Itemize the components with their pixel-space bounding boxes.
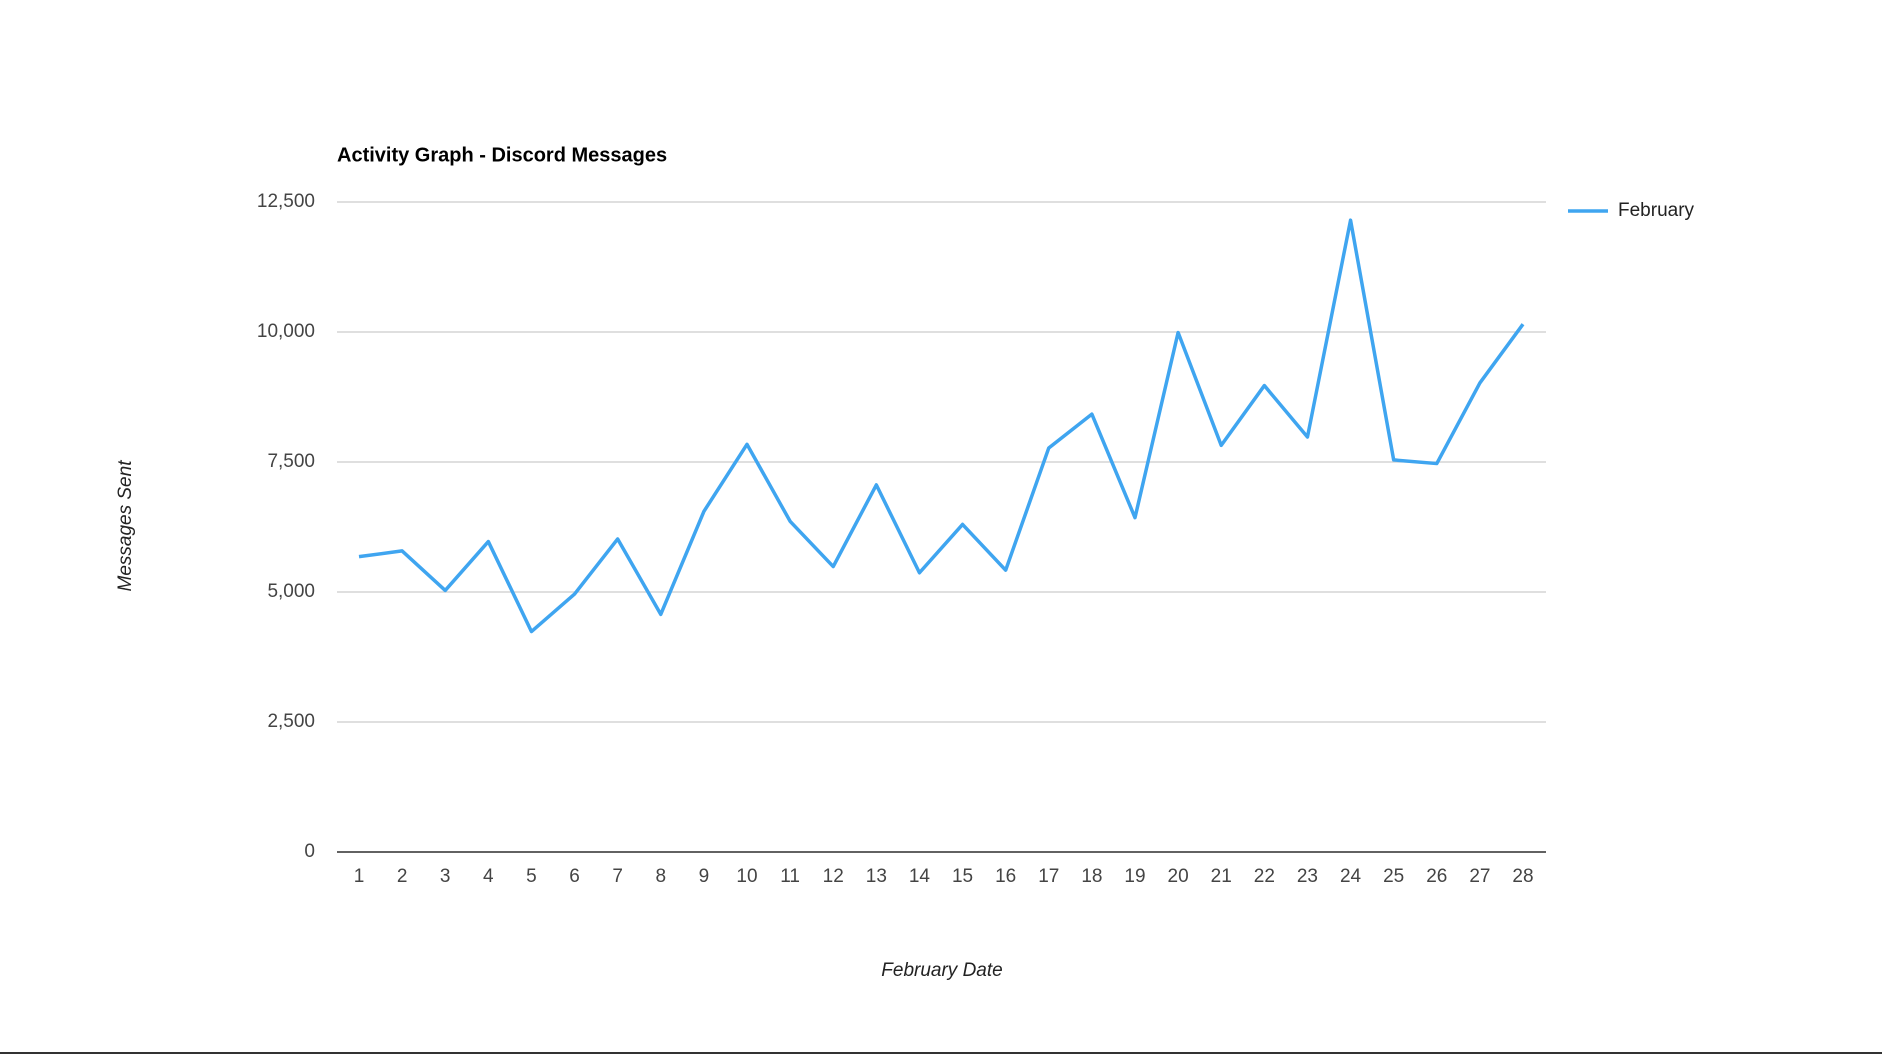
x-tick-label: 15 (952, 866, 973, 887)
x-tick-label: 16 (995, 866, 1016, 887)
x-tick-label: 8 (655, 866, 666, 887)
y-tick-label: 12,500 (257, 191, 315, 212)
x-tick-label: 11 (780, 866, 800, 887)
x-tick-label: 24 (1340, 866, 1362, 887)
x-tick-label: 6 (569, 866, 580, 887)
x-tick-label: 21 (1211, 866, 1232, 887)
x-tick-label: 3 (440, 866, 451, 887)
x-tick-label: 7 (612, 866, 623, 887)
x-tick-label: 18 (1081, 866, 1102, 887)
x-tick-label: 2 (397, 866, 408, 887)
x-axis-title: February Date (881, 960, 1002, 981)
x-tick-label: 14 (909, 866, 931, 887)
x-tick-label: 19 (1124, 866, 1145, 887)
x-tick-label: 27 (1469, 866, 1490, 887)
x-tick-label: 28 (1512, 866, 1533, 887)
y-tick-label: 0 (304, 841, 315, 862)
x-tick-label: 1 (354, 866, 365, 887)
x-tick-label: 12 (823, 866, 844, 887)
x-tick-label: 13 (866, 866, 887, 887)
y-tick-label: 5,000 (267, 581, 315, 602)
x-tick-label: 22 (1254, 866, 1275, 887)
chart-title: Activity Graph - Discord Messages (337, 144, 667, 166)
y-tick-label: 10,000 (257, 321, 315, 342)
y-tick-label: 7,500 (267, 451, 315, 472)
line-series (358, 218, 1525, 634)
x-tick-label: 26 (1426, 866, 1447, 887)
y-axis-title: Messages Sent (115, 460, 136, 592)
x-tick-label: 20 (1168, 866, 1189, 887)
x-tick-label: 5 (526, 866, 537, 887)
x-tick-label: 17 (1038, 866, 1059, 887)
x-tick-label: 10 (736, 866, 757, 887)
x-tick-label: 9 (699, 866, 710, 887)
x-tick-label: 4 (483, 866, 494, 887)
legend-label: February (1618, 200, 1695, 221)
x-tick-label: 25 (1383, 866, 1404, 887)
x-tick-label: 23 (1297, 866, 1318, 887)
y-tick-label: 2,500 (267, 711, 315, 732)
